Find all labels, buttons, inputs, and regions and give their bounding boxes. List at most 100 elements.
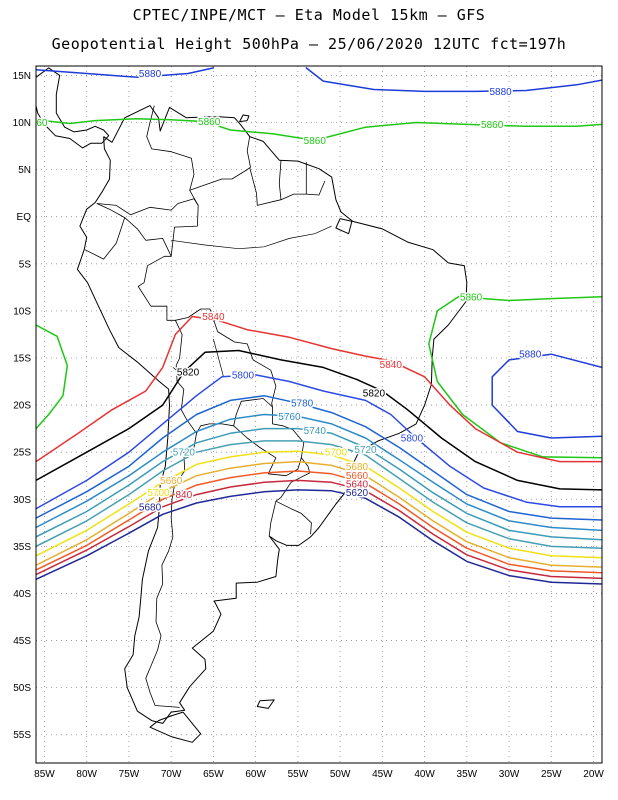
contour-5880 — [36, 67, 215, 79]
contour-label: 840 — [175, 490, 192, 501]
contour-5720 — [36, 440, 602, 549]
lat-tick-label: 50S — [13, 683, 31, 694]
contour-5640 — [36, 479, 602, 580]
country-border — [175, 308, 277, 408]
contour-5800 — [36, 374, 602, 510]
lat-tick-label: 10S — [13, 306, 31, 317]
coastline — [239, 114, 250, 123]
river — [172, 367, 182, 373]
contour-label: 5680 — [139, 502, 162, 513]
lon-tick-label: 45W — [372, 769, 393, 780]
lon-tick-label: 75W — [119, 769, 140, 780]
contour-labels: 5880 5880 5880 60 5860 5860 5860 5860 5840 5840 58… — [35, 68, 543, 515]
river — [213, 339, 224, 377]
contour-label: 5840 — [202, 312, 225, 323]
contour-5860 — [36, 117, 602, 142]
contour-5880 — [491, 353, 602, 439]
country-border — [124, 217, 172, 257]
lon-tick-label: 35W — [457, 769, 478, 780]
contour-label: 5860 — [481, 120, 504, 131]
lon-tick-label: 25W — [541, 769, 562, 780]
contour-label: 5740 — [304, 426, 327, 437]
contour-label: 5820 — [177, 368, 200, 379]
lon-tick-label: 20W — [583, 769, 604, 780]
rivers — [171, 225, 332, 377]
lon-tick-label: 85W — [34, 769, 55, 780]
contour-label: 5780 — [291, 399, 314, 410]
country-border — [246, 136, 251, 168]
country-border — [275, 457, 312, 535]
axis-tick-labels: 85W 80W 75W 70W 65W 60W 55W 50W 45W 40W 35W 30W 25W 2… — [13, 71, 605, 780]
contour-5860 — [36, 324, 69, 430]
contour-label: 5840 — [380, 360, 403, 371]
contour-label: 5660 — [346, 471, 369, 482]
contour-label: 5860 — [198, 117, 221, 128]
lon-tick-label: 30W — [499, 769, 520, 780]
country-border — [233, 407, 305, 477]
land-outlines — [36, 67, 468, 743]
contour-5860 — [428, 296, 602, 459]
contour-label: 5800 — [401, 434, 424, 445]
contour-label: 5860 — [460, 292, 483, 303]
lat-tick-label: 10N — [13, 118, 31, 129]
contour-5820 — [36, 349, 602, 491]
lat-lon-grid — [36, 66, 602, 763]
contour-5840 — [36, 315, 602, 463]
coastline — [149, 711, 202, 743]
contour-5680 — [36, 460, 602, 568]
river — [171, 225, 332, 250]
contour-label: 5760 — [278, 412, 301, 423]
contour-label: 5680 — [346, 462, 369, 473]
contour-label: 5860 — [304, 136, 327, 147]
lat-tick-label: 15N — [13, 71, 31, 82]
contour-label: 5700 — [325, 448, 348, 459]
contour-label: 5660 — [160, 476, 183, 487]
lat-tick-label: 20S — [13, 401, 31, 412]
contour-label: 5620 — [346, 488, 369, 499]
contour-5880 — [305, 67, 602, 93]
chart-title-line2: Geopotential Height 500hPa – 25/06/2020 … — [51, 35, 567, 53]
contour-label: 5880 — [139, 69, 162, 80]
country-borders — [84, 105, 326, 708]
lat-tick-label: 5S — [19, 259, 32, 270]
coastline — [335, 218, 353, 235]
lon-tick-label: 70W — [161, 769, 182, 780]
lon-tick-label: 55W — [288, 769, 309, 780]
country-border — [96, 198, 199, 216]
lon-tick-label: 65W — [203, 769, 224, 780]
country-border — [268, 501, 277, 537]
contour-5760 — [36, 413, 602, 532]
contour-label: 5880 — [490, 87, 513, 98]
contour-5740 — [36, 427, 602, 541]
lat-tick-label: 40S — [13, 589, 31, 600]
lon-tick-label: 50W — [330, 769, 351, 780]
coastline — [256, 699, 275, 709]
contour-5780 — [36, 394, 602, 521]
contour-5660 — [36, 470, 602, 574]
contour-label: 5720 — [173, 448, 196, 459]
contour-label: 5720 — [354, 445, 377, 456]
plot-frame — [35, 65, 603, 764]
contour-label: 5820 — [363, 388, 386, 399]
lon-tick-label: 60W — [245, 769, 266, 780]
lat-tick-label: EQ — [17, 212, 32, 223]
basemap — [36, 67, 468, 743]
country-border — [84, 203, 126, 260]
coastline — [36, 67, 110, 149]
contour-label: 5880 — [519, 350, 542, 361]
lat-tick-label: 25S — [13, 448, 31, 459]
contour-label: 5640 — [346, 480, 369, 491]
lat-tick-label: 30S — [13, 495, 31, 506]
country-border — [278, 160, 282, 200]
chart-title-line1: CPTEC/INPE/MCT – Eta Model 15km – GFS — [132, 6, 486, 24]
lat-tick-label: 15S — [13, 353, 31, 364]
country-border — [137, 105, 199, 708]
country-border — [189, 167, 326, 206]
lon-tick-label: 40W — [414, 769, 435, 780]
lat-tick-label: 45S — [13, 636, 31, 647]
contour-label: 60 — [36, 118, 48, 129]
lat-tick-label: 55S — [13, 730, 31, 741]
coastline — [76, 105, 468, 724]
lon-tick-label: 80W — [76, 769, 97, 780]
